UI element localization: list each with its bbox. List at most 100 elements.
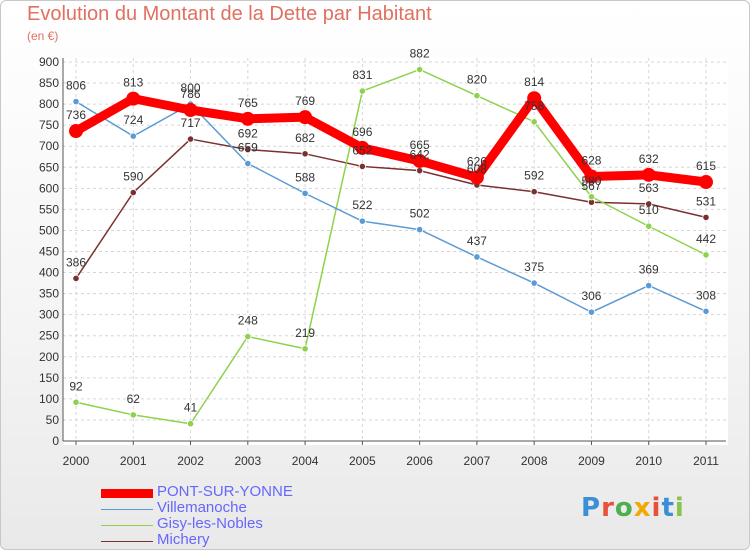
chart-title: Evolution du Montant de la Dette par Hab… <box>27 3 432 25</box>
data-point <box>412 153 427 168</box>
data-label: 758 <box>524 99 544 113</box>
logo-letter: P <box>581 493 602 523</box>
data-label: 626 <box>467 154 487 168</box>
legend-label: Michery <box>157 531 210 548</box>
data-point <box>527 91 542 106</box>
data-point <box>416 226 424 234</box>
data-label: 665 <box>410 138 430 152</box>
data-label: 769 <box>295 94 315 108</box>
x-tick-label: 2011 <box>693 454 719 468</box>
data-point <box>473 92 481 100</box>
data-label: 765 <box>238 96 258 110</box>
y-tick-label: 800 <box>39 97 59 111</box>
x-tick-label: 2009 <box>578 454 605 468</box>
data-label: 386 <box>66 255 86 269</box>
data-point <box>183 103 198 118</box>
y-tick-label: 600 <box>39 181 59 195</box>
data-label: 588 <box>295 170 315 184</box>
data-point <box>584 169 599 184</box>
data-label: 882 <box>410 47 430 61</box>
logo-letter: t <box>661 493 675 523</box>
data-label: 510 <box>639 203 659 217</box>
logo-letter: i <box>674 493 685 523</box>
data-point <box>645 282 653 290</box>
data-point <box>129 132 137 140</box>
y-tick-label: 550 <box>39 202 59 216</box>
data-label: 590 <box>123 170 143 184</box>
data-label: 62 <box>127 392 141 406</box>
data-point <box>244 159 252 168</box>
data-label: 608 <box>467 162 487 176</box>
data-point <box>473 253 481 261</box>
data-point <box>416 167 424 175</box>
data-label: 308 <box>696 288 716 302</box>
data-label: 615 <box>696 159 716 173</box>
logo-letter: o <box>614 493 634 523</box>
y-tick-label: 650 <box>39 160 59 174</box>
y-tick-label: 250 <box>39 329 59 343</box>
data-label: 800 <box>181 81 201 95</box>
data-point <box>129 411 137 419</box>
data-label: 692 <box>238 127 258 141</box>
data-label: 632 <box>639 152 659 166</box>
data-point <box>469 170 484 185</box>
data-point <box>186 135 195 143</box>
data-point <box>530 118 538 126</box>
legend-label: PONT-SUR-YONNE <box>157 483 293 500</box>
y-tick-label: 100 <box>39 392 59 406</box>
data-point <box>72 274 80 283</box>
data-label: 248 <box>238 314 258 328</box>
legend-label: Gisy-les-Nobles <box>157 515 263 532</box>
legend-swatch-villemanoche <box>101 509 153 510</box>
data-label: 652 <box>352 143 372 157</box>
data-label: 736 <box>66 108 86 122</box>
logo-letter: x <box>633 493 652 523</box>
data-point <box>129 188 137 197</box>
data-label: 786 <box>181 87 201 101</box>
data-label: 682 <box>295 131 315 145</box>
data-label: 219 <box>295 326 315 340</box>
data-point <box>72 97 80 106</box>
x-tick-label: 2005 <box>349 454 376 468</box>
y-tick-label: 900 <box>39 55 59 69</box>
y-tick-label: 700 <box>39 139 59 153</box>
logo-letter: r <box>601 493 615 523</box>
legend-swatch-pont-sur-yonne <box>101 489 153 498</box>
y-tick-label: 750 <box>39 118 59 132</box>
legend-label: Villemanoche <box>157 499 247 516</box>
data-label: 813 <box>123 76 143 90</box>
data-label: 306 <box>581 289 601 303</box>
data-label: 522 <box>352 198 372 212</box>
data-point <box>587 308 596 316</box>
data-label: 806 <box>66 79 86 93</box>
data-label: 442 <box>696 232 716 246</box>
data-point <box>69 124 83 139</box>
y-tick-label: 850 <box>39 76 59 90</box>
legend-swatch-gisy-les-nobles <box>101 525 153 526</box>
x-tick-label: 2008 <box>521 454 548 468</box>
data-point <box>702 307 710 315</box>
data-point <box>530 279 538 287</box>
x-tick-label: 2002 <box>177 454 204 468</box>
data-label: 580 <box>581 174 601 188</box>
data-point <box>301 150 309 158</box>
data-label: 563 <box>639 181 659 195</box>
data-point <box>301 345 309 353</box>
data-point <box>358 217 366 225</box>
data-point <box>358 162 366 171</box>
y-tick-label: 450 <box>39 245 59 259</box>
data-point <box>699 175 713 190</box>
data-point <box>645 200 653 208</box>
data-label: 92 <box>69 379 83 393</box>
data-point <box>702 251 710 259</box>
series-line-pont-sur-yonne <box>71 93 711 187</box>
x-tick-label: 2006 <box>406 454 433 468</box>
x-tick-label: 2003 <box>234 454 261 468</box>
y-tick-label: 350 <box>39 287 59 301</box>
data-label: 659 <box>238 140 258 154</box>
data-label: 437 <box>467 234 487 248</box>
x-tick-label: 2001 <box>120 454 147 468</box>
proxiti-logo: Proxiti <box>581 493 685 523</box>
y-tick-label: 300 <box>39 308 59 322</box>
data-label: 567 <box>581 179 601 193</box>
